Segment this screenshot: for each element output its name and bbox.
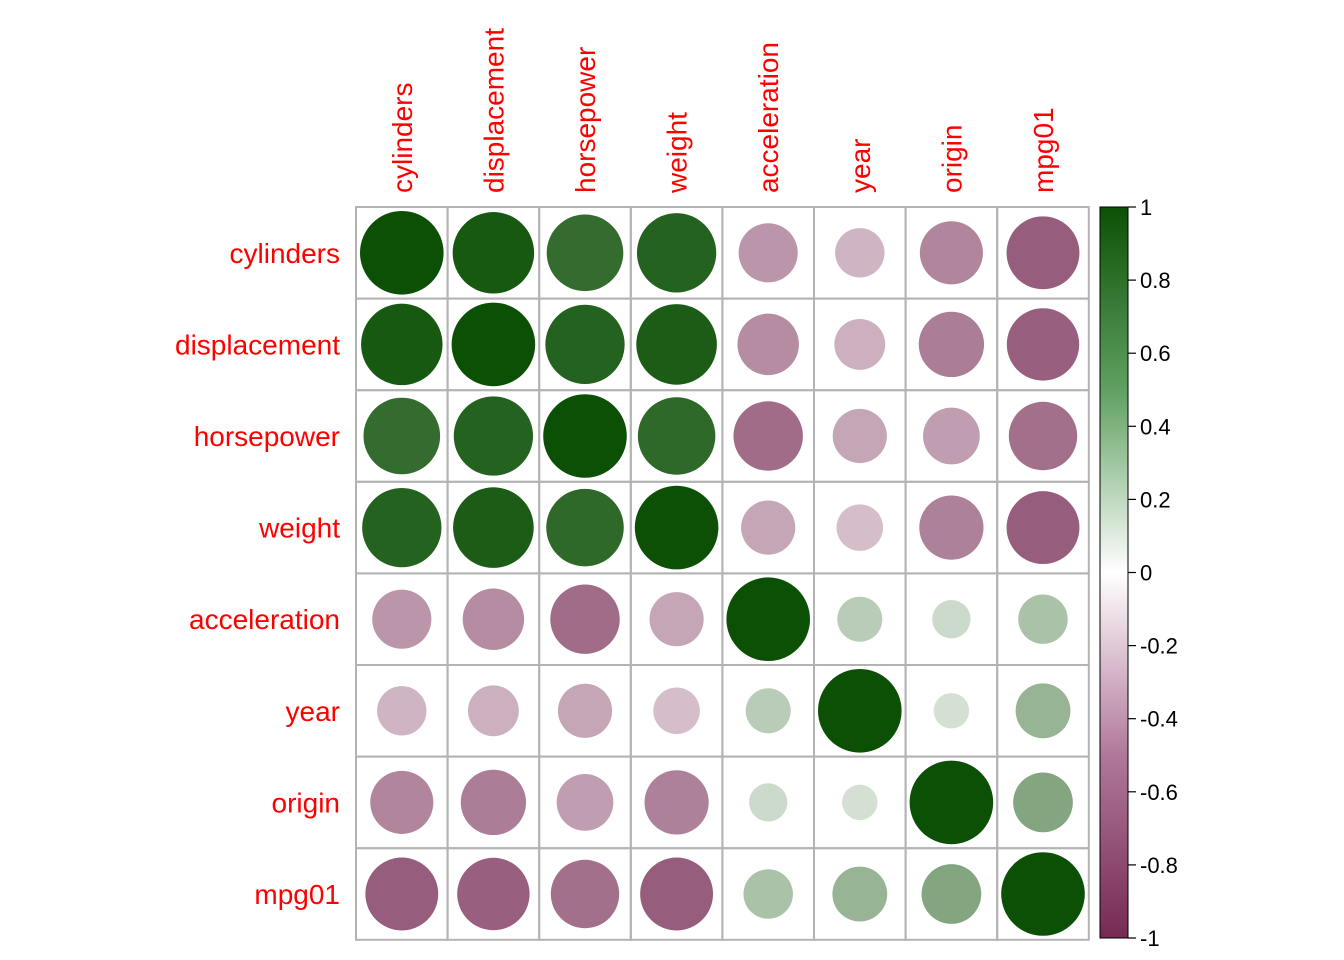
row-label-cylinders: cylinders [230,238,340,269]
colorbar-tick-label: 0.6 [1140,341,1171,366]
corr-circle-origin-displacement [460,769,527,836]
col-label-horsepower: horsepower [570,47,601,193]
corr-circle-acceleration-displacement [462,588,525,650]
colorbar-tick-label: 0.2 [1140,487,1171,512]
grid-cell [996,847,1090,941]
corr-circle-horsepower-year [832,408,887,464]
corr-circle-acceleration-cylinders [372,589,432,649]
corr-circle-acceleration-year [837,596,883,642]
corr-circle-displacement-cylinders [361,303,443,386]
corr-circle-displacement-mpg01 [1006,308,1080,381]
corr-circle-mpg01-weight [640,857,714,931]
col-label-year: year [845,139,876,193]
row-label-mpg01: mpg01 [254,879,340,910]
colorbar-tick-label: 1 [1140,195,1152,220]
corr-circle-acceleration-horsepower [550,584,620,654]
corr-circle-displacement-displacement [451,302,536,387]
colorbar-tick-label: 0.8 [1140,268,1171,293]
corr-circle-cylinders-year [835,228,885,278]
corr-circle-cylinders-weight [636,213,717,293]
corr-circle-year-horsepower [557,683,613,738]
corr-circle-origin-mpg01 [1013,772,1073,833]
corr-circle-horsepower-cylinders [363,397,441,475]
corr-circle-mpg01-year [832,866,888,922]
colorbar-tick-label: -0.4 [1140,707,1178,732]
corr-circle-year-cylinders [377,686,427,736]
corr-circle-mpg01-cylinders [365,857,439,931]
corr-circle-mpg01-acceleration [743,869,793,919]
corr-circle-year-weight [653,687,700,735]
corr-circle-cylinders-origin [919,221,983,285]
corr-circle-origin-year [842,784,878,821]
corr-circle-weight-mpg01 [1006,491,1080,565]
corr-circle-horsepower-acceleration [733,401,803,471]
corr-circle-displacement-horsepower [545,304,625,385]
row-label-acceleration: acceleration [189,604,340,635]
corr-circle-acceleration-mpg01 [1018,594,1068,644]
corr-circle-horsepower-displacement [453,396,534,476]
col-label-origin: origin [936,125,967,193]
corr-circle-origin-weight [644,770,709,835]
corr-circle-displacement-acceleration [737,313,799,376]
colorbar-tick-label: 0 [1140,561,1152,586]
corr-circle-displacement-weight [636,304,717,385]
corr-circle-horsepower-horsepower [543,394,627,478]
corr-circle-cylinders-cylinders [360,211,444,295]
corr-circle-cylinders-displacement [452,212,535,294]
corr-circle-horsepower-mpg01 [1008,401,1078,471]
row-label-year: year [286,696,340,727]
corr-circle-year-mpg01 [1015,683,1071,739]
colorbar-tick-label: -1 [1140,926,1160,951]
column-labels: cylinders displacement horsepower weight acc… [387,28,1059,194]
corr-circle-origin-origin [909,760,994,845]
corr-circle-mpg01-mpg01 [1001,852,1085,936]
corr-circle-cylinders-mpg01 [1006,216,1080,290]
row-label-weight: weight [258,513,340,544]
corr-circle-cylinders-horsepower [546,214,624,292]
corr-circle-weight-acceleration [741,500,796,555]
corr-circle-horsepower-weight [637,397,716,475]
col-label-displacement: displacement [478,28,509,193]
colorbar-tick-label: -0.6 [1140,780,1178,805]
col-label-mpg01: mpg01 [1028,107,1059,193]
col-label-weight: weight [662,112,693,194]
corr-circle-acceleration-weight [649,592,704,647]
colorbar: 1 0.8 0.6 0.4 0.2 0 -0.2 -0.4 -0.6 -0.8 -1 [1099,195,1178,951]
colorbar-tick-label: 0.4 [1140,414,1171,439]
corr-circle-displacement-year [834,318,886,370]
colorbar-gradient [1099,206,1129,939]
row-label-origin: origin [272,787,340,818]
corr-circle-origin-cylinders [370,770,434,834]
corr-circle-origin-horsepower [556,774,614,831]
colorbar-tick-label: -0.2 [1140,634,1178,659]
correlation-circles [360,211,1085,936]
colorbar-tick-label: -0.8 [1140,853,1178,878]
corr-circle-weight-year [836,504,884,551]
row-labels: cylinders displacement horsepower weight acc… [175,238,340,910]
corr-circle-horsepower-origin [923,407,980,465]
corr-circle-year-acceleration [745,688,791,734]
corr-circle-weight-weight [634,485,719,570]
corr-circle-year-year [818,669,902,753]
row-label-displacement: displacement [175,329,340,360]
corr-circle-mpg01-origin [921,864,982,924]
row-label-horsepower: horsepower [194,421,340,452]
corr-circle-year-origin [933,693,970,729]
corr-circle-mpg01-horsepower [550,859,620,929]
corr-circle-acceleration-origin [932,600,971,639]
corr-circle-cylinders-acceleration [738,223,798,283]
corr-circle-weight-origin [919,495,984,560]
corr-circle-year-displacement [467,685,519,737]
corr-circle-displacement-origin [918,311,985,378]
corr-circle-weight-cylinders [362,487,442,568]
corr-circle-acceleration-acceleration [726,577,810,661]
corr-circle-weight-horsepower [546,488,624,567]
corr-circle-weight-displacement [453,487,534,568]
correlation-grid [355,206,1090,941]
corr-circle-mpg01-displacement [457,857,530,931]
col-label-acceleration: acceleration [753,42,784,193]
corr-circle-origin-acceleration [749,783,788,822]
col-label-cylinders: cylinders [387,83,418,193]
